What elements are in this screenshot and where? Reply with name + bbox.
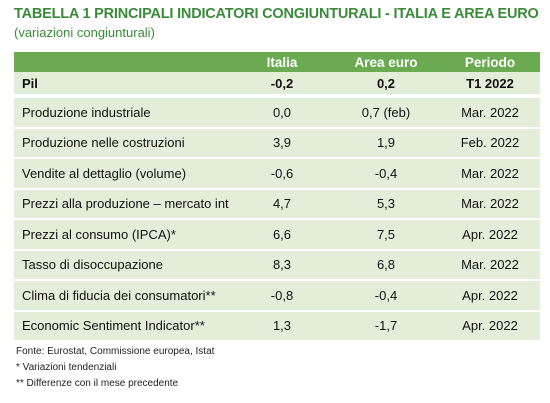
cell: -0,4 xyxy=(374,165,398,181)
cell: -0,6 xyxy=(270,165,294,181)
cell: 1,3 xyxy=(272,318,292,334)
cell: 3,9 xyxy=(272,135,292,151)
cell: Mar. 2022 xyxy=(461,104,519,120)
cell: Periodo xyxy=(464,54,516,70)
cell: 6,6 xyxy=(272,226,292,242)
cell: -0,2 xyxy=(270,75,294,91)
cell: Apr. 2022 xyxy=(462,226,518,242)
cell: 5,3 xyxy=(376,196,396,212)
table-row: Vendite al dettaglio (volume) -0,6 -0,4 Mar… xyxy=(14,159,540,190)
table-row: Produzione industriale 0,0 0,7 (feb) Mar. 2… xyxy=(14,98,540,129)
cell: 6,8 xyxy=(376,257,396,273)
table-row: Clima di fiducia dei consumatori** -0,8 -0… xyxy=(14,281,540,312)
table-row: Tasso di disoccupazione 8,3 6,8 Mar. 2022 xyxy=(14,250,540,281)
cell: 0,0 xyxy=(272,104,292,120)
footnote: ** Differenze con il mese precedente xyxy=(16,378,179,389)
highlight-row: Pil -0,2 0,2 T1 2022 xyxy=(14,72,540,98)
cell: Pil xyxy=(22,75,38,91)
cell: Economic Sentiment Indicator** xyxy=(22,318,205,334)
cell: 0,7 (feb) xyxy=(361,104,411,120)
cell: T1 2022 xyxy=(466,75,514,91)
header-row: Italia Area euro Periodo xyxy=(14,52,540,72)
cell: Area euro xyxy=(354,54,418,70)
cell: Tasso di disoccupazione xyxy=(22,257,163,273)
cell: Apr. 2022 xyxy=(462,318,518,334)
footnote: Fonte: Eurostat, Commissione europea, Is… xyxy=(16,346,215,357)
footnote: * Variazioni tendenziali xyxy=(16,362,117,373)
cell: Apr. 2022 xyxy=(462,287,518,303)
cell: Clima di fiducia dei consumatori** xyxy=(22,287,216,303)
cell: Mar. 2022 xyxy=(461,165,519,181)
cell: Mar. 2022 xyxy=(461,257,519,273)
cell: 8,3 xyxy=(272,257,292,273)
table: Italia Area euro Periodo Pil -0,2 0,2 T1 2022 P… xyxy=(14,52,540,342)
title: TABELLA 1 PRINCIPALI INDICATORI CONGIUNT… xyxy=(14,6,539,22)
table-row: Produzione nelle costruzioni 3,9 1,9 Feb. 2… xyxy=(14,128,540,159)
cell: 1,9 xyxy=(376,135,396,151)
cell: Mar. 2022 xyxy=(461,196,519,212)
cell: Produzione nelle costruzioni xyxy=(22,135,185,151)
cell: Vendite al dettaglio (volume) xyxy=(22,165,187,181)
subtitle: (variazioni congiunturali) xyxy=(14,25,155,40)
cell: -0,4 xyxy=(374,287,398,303)
table-row: Prezzi al consumo (IPCA)* 6,6 7,5 Apr. 2022 xyxy=(14,220,540,251)
cell: 0,2 xyxy=(376,75,396,91)
table-row: Economic Sentiment Indicator** 1,3 -1,7 Apr… xyxy=(14,311,540,342)
cell: Prezzi al consumo (IPCA)* xyxy=(22,226,176,242)
cell: -1,7 xyxy=(374,318,398,334)
cell: 4,7 xyxy=(272,196,292,212)
cell: Produzione industriale xyxy=(22,104,151,120)
cell: Italia xyxy=(266,54,298,70)
cell: -0,8 xyxy=(270,287,294,303)
cell: Prezzi alla produzione – mercato int xyxy=(22,196,229,212)
cell: 7,5 xyxy=(376,226,396,242)
table-row: Prezzi alla produzione – mercato int 4,7 5… xyxy=(14,189,540,220)
cell: Feb. 2022 xyxy=(460,135,520,151)
